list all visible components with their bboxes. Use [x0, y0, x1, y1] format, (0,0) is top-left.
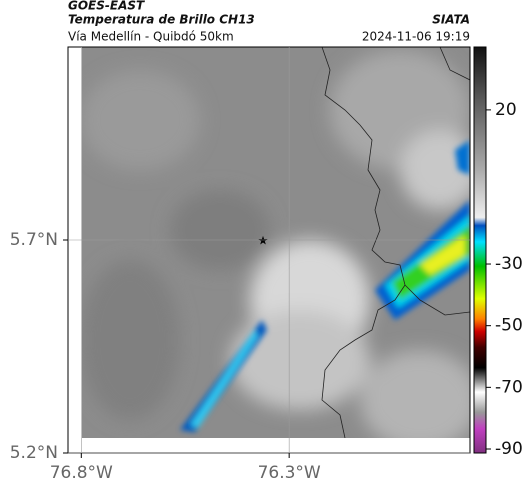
colorbar-tick-label: -30 — [495, 254, 523, 274]
colorbar-tick-label: -70 — [495, 377, 523, 397]
source: GOES-EAST — [68, 0, 145, 13]
colorbar — [473, 46, 487, 454]
satellite-image — [82, 47, 470, 438]
title: Temperatura de Brillo CH13 — [68, 13, 255, 27]
lon-tick-label: 76.3°W — [258, 463, 321, 483]
timestamp: 2024-11-06 19:19 — [362, 30, 470, 44]
colorbar-tick-label: 20 — [495, 100, 517, 120]
axes: 5.7°N 5.2°N76.8°W 76.3°W 20 -30 -50 -70 -90 — [10, 47, 523, 483]
lat-tick-label: 5.2°N — [10, 443, 58, 463]
colorbar-tick-label: -50 — [495, 316, 523, 336]
lon-tick-label: 76.8°W — [50, 463, 113, 483]
lat-tick-label: 5.7°N — [10, 230, 58, 250]
city-marker: ★ — [258, 234, 269, 248]
colorbar-tick-label: -90 — [495, 439, 523, 459]
subtitle: Vía Medellín - Quibdó 50km — [68, 30, 234, 44]
brand: SIATA — [432, 13, 470, 27]
